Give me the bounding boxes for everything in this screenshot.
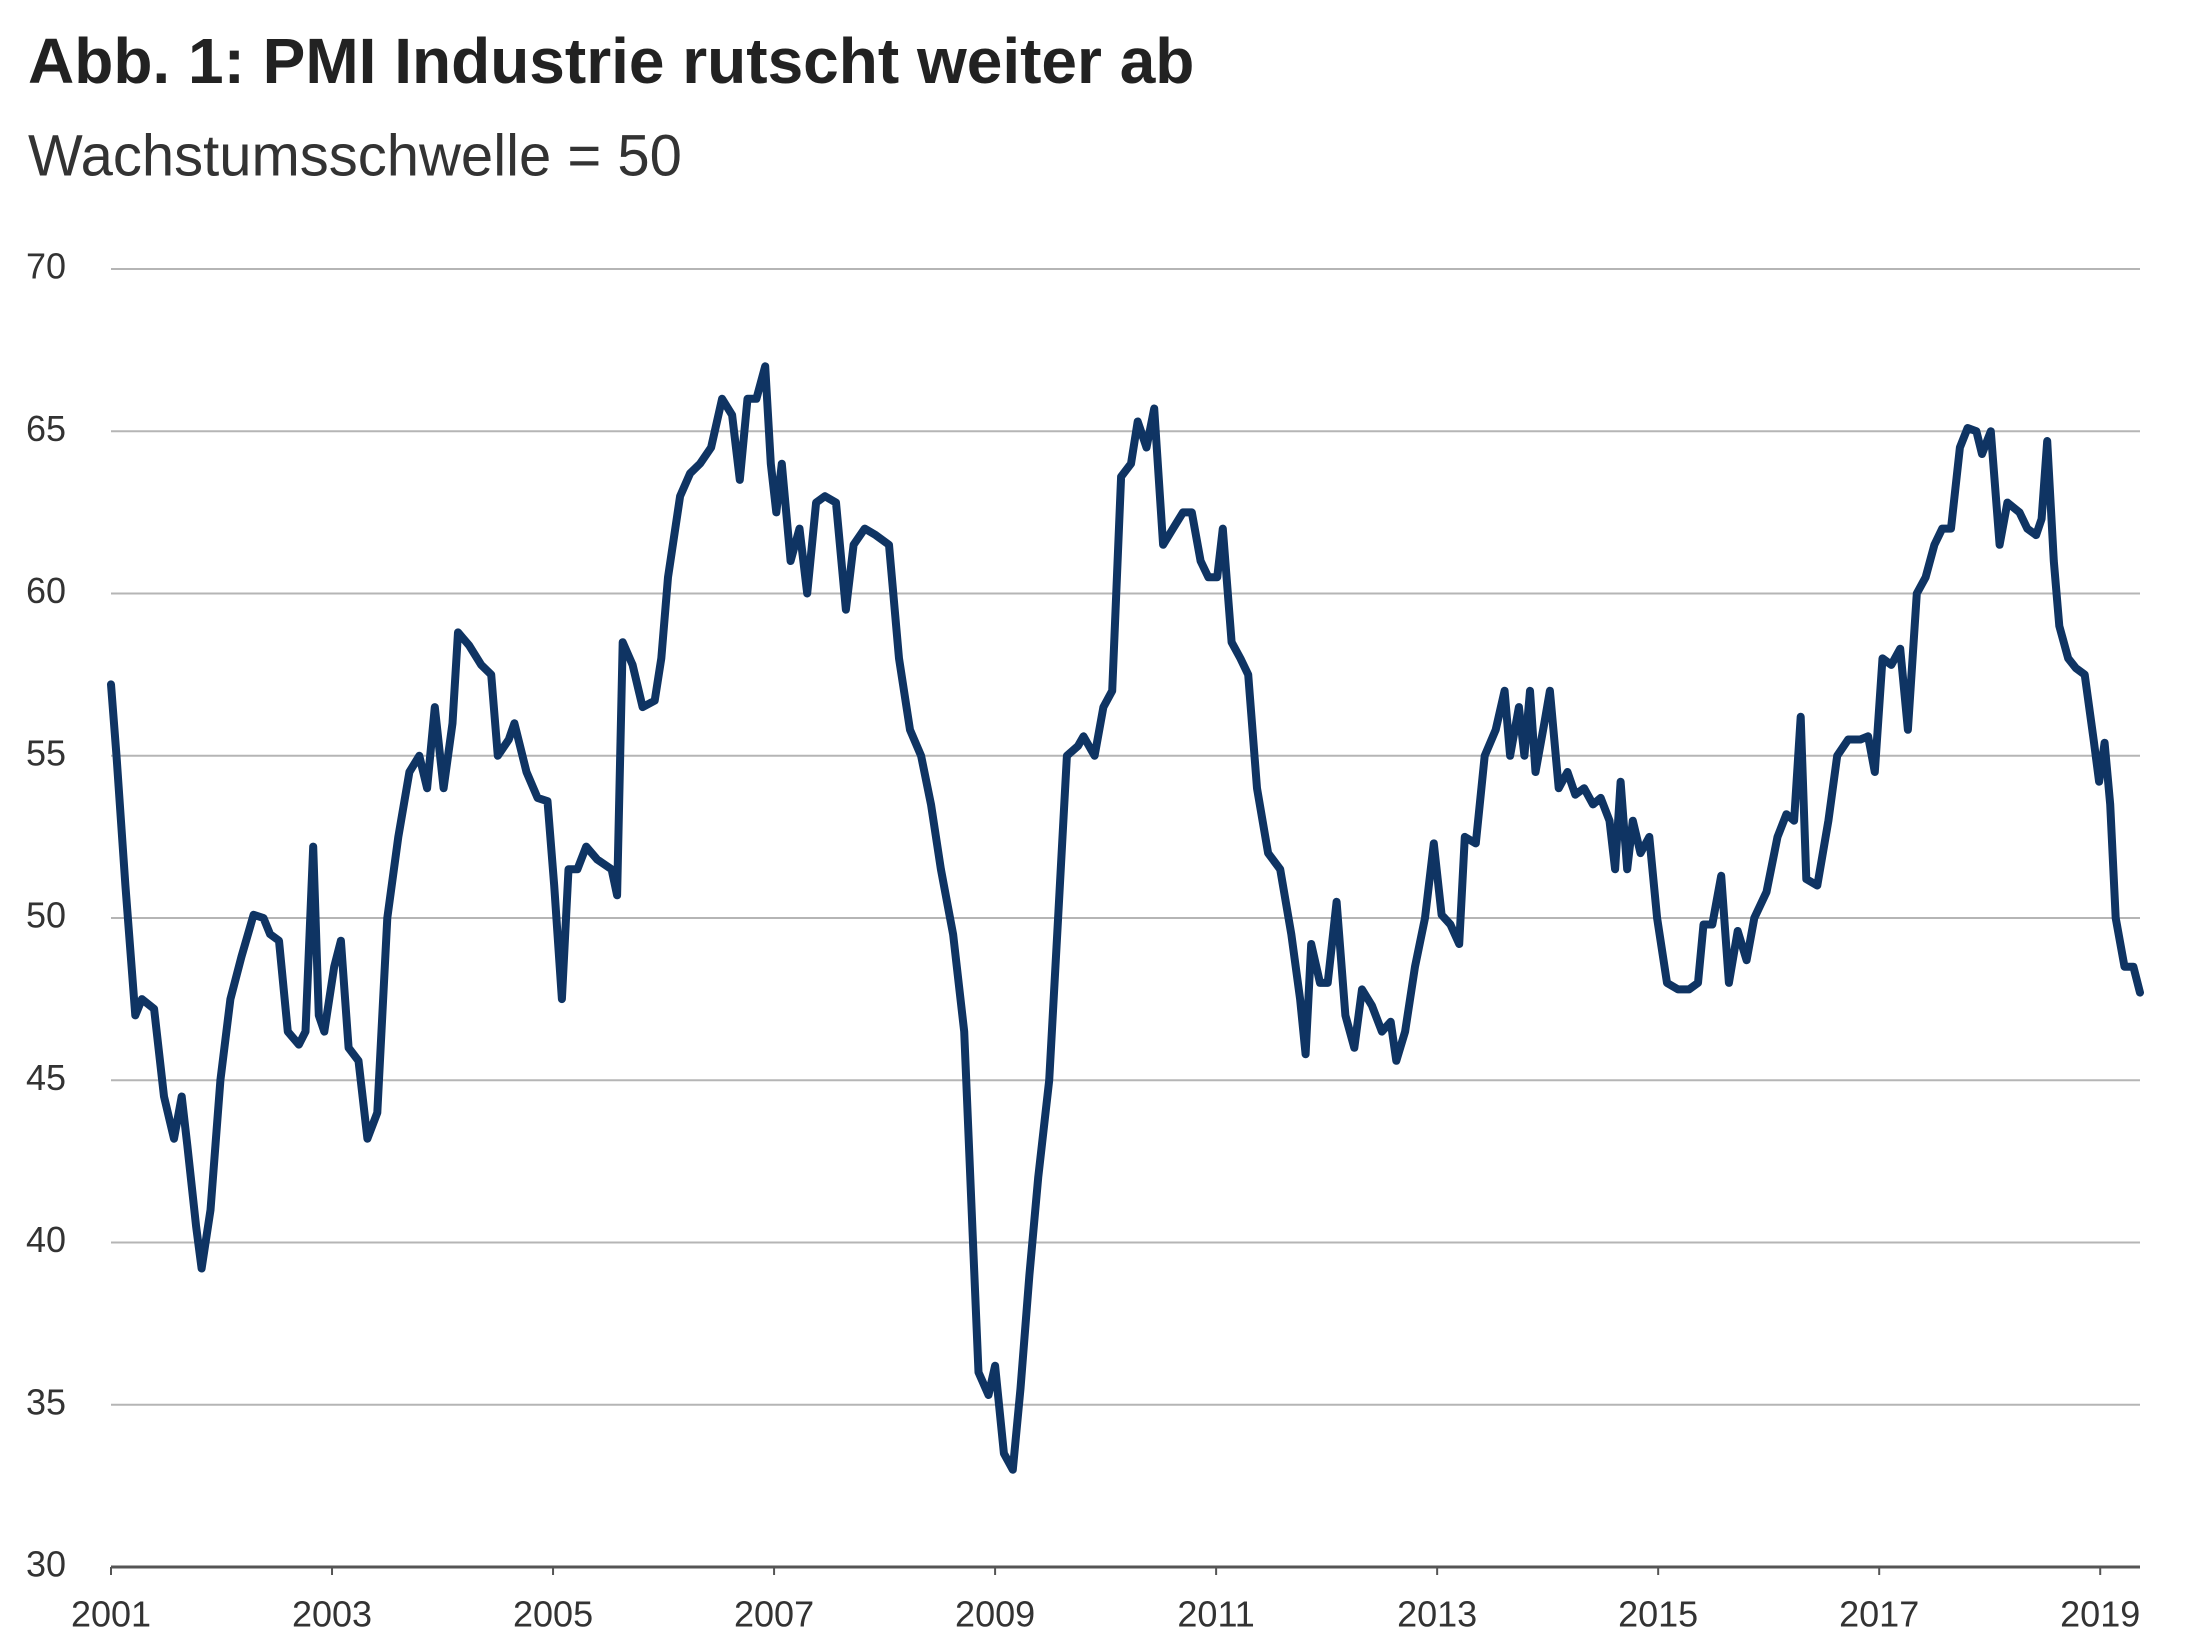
y-tick-label: 70 — [26, 246, 66, 287]
x-tick-label: 2011 — [1177, 1594, 1254, 1635]
y-tick-label: 30 — [26, 1544, 66, 1585]
x-tick-label: 2009 — [955, 1594, 1035, 1635]
x-tick-label: 2003 — [292, 1594, 372, 1635]
y-tick-label: 60 — [26, 570, 66, 611]
x-tick-label: 2005 — [513, 1594, 593, 1635]
y-tick-label: 55 — [26, 732, 66, 773]
x-tick-label: 2007 — [734, 1594, 814, 1635]
chart-title: Abb. 1: PMI Industrie rutscht weiter ab — [28, 25, 1194, 97]
x-tick-label: 2019 — [2060, 1594, 2140, 1635]
data-line — [107, 362, 2144, 1474]
x-tick-label: 2001 — [71, 1594, 151, 1635]
x-tick-label: 2015 — [1618, 1594, 1698, 1635]
y-tick-label: 50 — [26, 895, 66, 936]
y-tick-label: 65 — [26, 408, 66, 449]
chart-subtitle: Wachstumsschwelle = 50 — [28, 123, 682, 188]
x-tick-label: 2013 — [1397, 1594, 1477, 1635]
x-tick-label: 2017 — [1839, 1594, 1919, 1635]
y-tick-label: 40 — [26, 1219, 66, 1260]
y-tick-label: 35 — [26, 1381, 66, 1422]
y-tick-label: 45 — [26, 1057, 66, 1098]
